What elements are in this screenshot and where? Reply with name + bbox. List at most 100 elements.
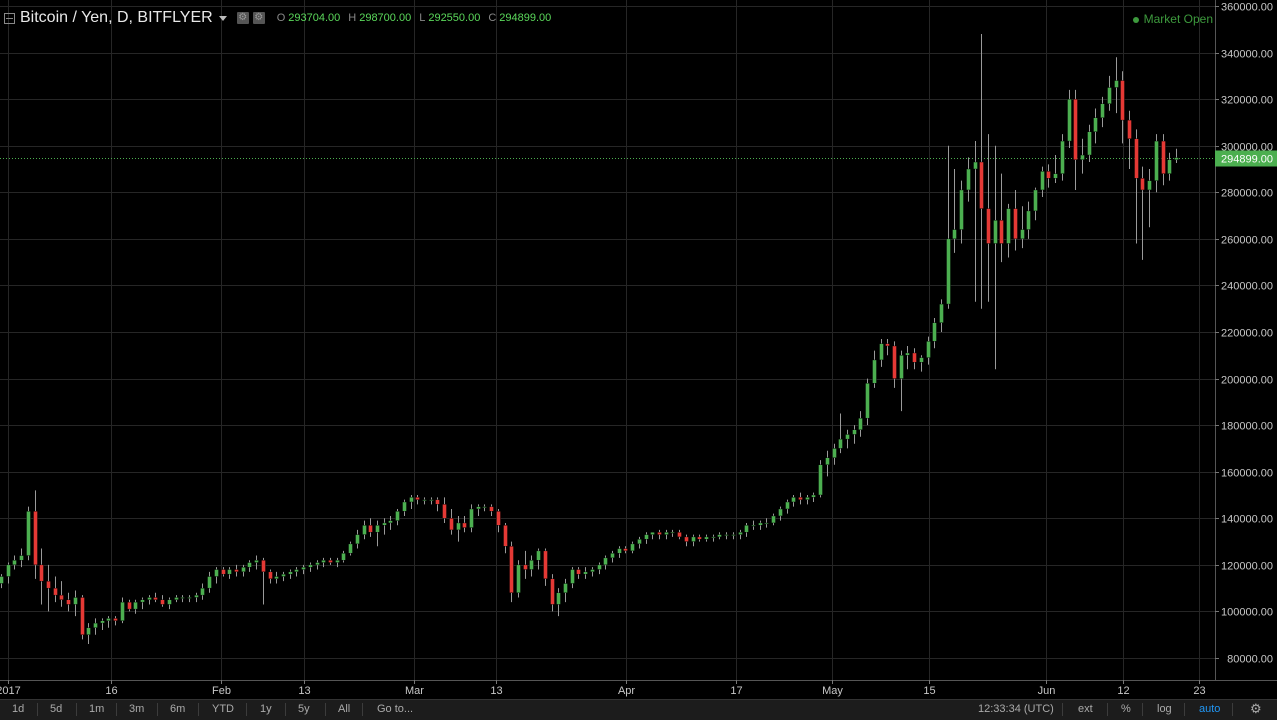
candle[interactable] [529,555,534,577]
candle[interactable] [1087,124,1092,163]
candle[interactable] [704,534,709,542]
settings-icon[interactable]: ⚙ [236,12,249,24]
candle[interactable] [86,623,91,645]
candle[interactable] [885,338,890,356]
candle[interactable] [1040,166,1045,197]
candle[interactable] [268,569,273,584]
candle[interactable] [1006,203,1011,258]
candle[interactable] [368,518,373,537]
candle[interactable] [409,495,414,509]
candle[interactable] [294,567,299,577]
candle[interactable] [106,616,111,628]
candle[interactable] [677,529,682,540]
candle[interactable] [932,318,937,349]
candle[interactable] [717,532,722,540]
candle[interactable] [73,590,78,617]
candle[interactable] [670,529,675,537]
candle[interactable] [872,350,877,388]
percent-button[interactable]: % [1121,703,1131,715]
candle[interactable] [1060,134,1065,181]
candle[interactable] [301,564,306,575]
candle[interactable] [274,571,279,584]
candle[interactable] [1161,134,1166,186]
candle[interactable] [395,508,400,526]
candle[interactable] [59,581,64,607]
candle[interactable] [852,425,857,444]
candle[interactable] [744,522,749,537]
candle[interactable] [93,618,98,635]
symbol-title[interactable]: Bitcoin / Yen, D, BITFLYER [20,9,213,26]
candle[interactable] [691,534,696,547]
candle[interactable] [805,495,810,505]
candle[interactable] [328,557,333,565]
candle[interactable] [66,592,71,612]
candle[interactable] [194,592,199,603]
candle[interactable] [617,546,622,558]
candle[interactable] [657,529,662,540]
candle[interactable] [1080,138,1085,174]
candle[interactable] [993,145,998,370]
candle[interactable] [946,145,951,309]
candle[interactable] [429,497,434,505]
candle[interactable] [140,597,145,610]
candle[interactable] [321,557,326,568]
candle[interactable] [355,529,360,549]
candle[interactable] [630,541,635,554]
candle[interactable] [341,550,346,563]
candle[interactable] [281,571,286,582]
candle[interactable] [1073,89,1078,190]
candle[interactable] [261,557,266,605]
candle[interactable] [422,497,427,505]
candle[interactable] [227,567,232,579]
candle[interactable] [247,560,252,572]
candle[interactable] [476,504,481,516]
candle[interactable] [127,599,132,612]
candle[interactable] [80,595,85,640]
candle[interactable] [1046,164,1051,188]
candle[interactable] [590,567,595,577]
candle[interactable] [382,518,387,535]
candle[interactable] [959,180,964,244]
candle[interactable] [489,504,494,516]
candle[interactable] [879,338,884,367]
gear-icon[interactable]: ⚙ [252,12,265,24]
candle[interactable] [174,595,179,603]
candle[interactable] [603,555,608,570]
candle[interactable] [905,345,910,370]
candle[interactable] [973,141,978,302]
candle[interactable] [503,522,508,554]
candle[interactable] [979,33,984,309]
candle[interactable] [516,560,521,598]
candle[interactable] [200,583,205,600]
range-ytd[interactable]: YTD [212,703,234,715]
candle[interactable] [1167,152,1172,181]
candle[interactable] [0,574,4,589]
candle[interactable] [811,492,816,502]
candle[interactable] [180,595,185,603]
candle[interactable] [751,520,756,530]
candle[interactable] [187,595,192,603]
candle[interactable] [1107,75,1112,111]
candle[interactable] [684,534,689,547]
candle[interactable] [731,532,736,540]
candle[interactable] [664,529,669,540]
candle[interactable] [53,576,58,603]
candle[interactable] [758,520,763,530]
candle[interactable] [798,492,803,505]
candle[interactable] [12,555,17,570]
candle[interactable] [536,548,541,570]
candle[interactable] [1120,71,1125,144]
candle[interactable] [147,595,152,605]
candle[interactable] [771,513,776,526]
candle[interactable] [711,534,716,542]
time-axis[interactable]: 2017 16 Feb 13 Mar 13 Apr 17 May 15 Jun 12 23 [0,680,1277,697]
candle[interactable] [482,504,487,512]
candle[interactable] [6,562,11,584]
candle[interactable] [1154,134,1159,193]
candle[interactable] [966,157,971,202]
candle[interactable] [1174,148,1179,164]
candle[interactable] [952,169,957,253]
candle[interactable] [576,567,581,579]
candle[interactable] [791,495,796,507]
